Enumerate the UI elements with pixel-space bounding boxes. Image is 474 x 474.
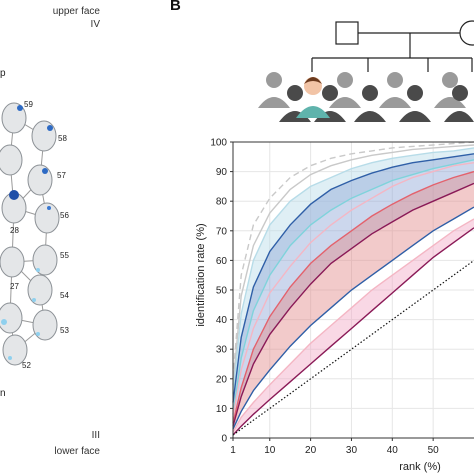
pedigree-mother-circle	[459, 20, 474, 46]
face-network-graph: 59 58 57 56 28 55 27 54 53 52	[0, 100, 69, 370]
pedigree-diagram	[311, 20, 474, 72]
face-node	[32, 244, 58, 276]
upper-face-label: upper face	[52, 6, 100, 17]
series-line	[232, 162, 474, 418]
series-line	[232, 147, 474, 394]
node-label: 58	[58, 134, 67, 143]
node-label: 52	[22, 361, 31, 370]
cut-label-bottom: n	[0, 388, 6, 399]
node-label: 55	[60, 251, 69, 260]
crowd-people	[258, 72, 474, 122]
x-tick-label: 10	[264, 445, 276, 456]
face-node	[0, 246, 25, 278]
pedigree-crowd-illustration	[258, 20, 474, 122]
panel-b-letter: B	[170, 0, 181, 14]
series-line	[232, 218, 474, 433]
x-tick-label: 40	[387, 445, 399, 456]
face-node	[0, 144, 23, 176]
series-line	[232, 259, 474, 436]
series-line	[232, 170, 474, 424]
node-label: 57	[57, 171, 66, 180]
upper-face-numeral: IV	[90, 19, 100, 30]
node-label: 59	[24, 100, 33, 109]
lower-face-label: lower face	[54, 446, 100, 457]
series-line	[232, 206, 474, 430]
highlighted-person	[296, 77, 330, 118]
y-tick-label: 50	[216, 286, 228, 297]
face-node	[0, 302, 23, 334]
node-labels: 59 58 57 56 28 55 27 54 53 52	[10, 100, 69, 370]
face-node	[34, 202, 60, 234]
face-node	[32, 309, 58, 341]
pedigree-father-square	[335, 21, 359, 45]
lower-face-numeral: III	[91, 430, 100, 441]
face-nodes	[0, 102, 60, 366]
y-tick-label: 30	[216, 345, 228, 356]
face-node	[1, 190, 27, 224]
cut-label-top: p	[0, 68, 6, 79]
y-tick-label: 70	[216, 226, 228, 237]
y-axis-label: identification rate (%)	[195, 223, 207, 326]
confidence-band	[233, 219, 474, 435]
node-label: 56	[60, 211, 69, 220]
series-line	[232, 153, 474, 403]
y-tick-label: 80	[216, 197, 228, 208]
x-tick-label: 1	[230, 445, 236, 456]
face-node	[31, 120, 57, 152]
confidence-band	[233, 147, 474, 415]
y-tick-label: 40	[216, 315, 228, 326]
node-label: 28	[10, 226, 19, 235]
y-tick-label: 10	[216, 404, 228, 415]
series-line	[232, 182, 474, 427]
node-label: 53	[60, 326, 69, 335]
y-tick-label: 90	[216, 167, 228, 178]
series-line	[232, 144, 474, 385]
confidence-band	[233, 171, 474, 430]
y-tick-label: 100	[210, 138, 227, 149]
series-line	[232, 159, 474, 415]
x-tick-label: 30	[346, 445, 358, 456]
face-node	[27, 274, 53, 306]
y-tick-label: 60	[216, 256, 228, 267]
node-label: 27	[10, 282, 19, 291]
face-node	[2, 334, 28, 366]
x-tick-label: 20	[305, 445, 317, 456]
y-tick-label: 0	[221, 434, 227, 445]
y-tick-label: 20	[216, 374, 228, 385]
face-node	[27, 164, 53, 196]
series-line	[232, 141, 474, 379]
x-tick-label: 50	[428, 445, 440, 456]
series-line	[232, 227, 474, 436]
x-axis-label: rank (%)	[399, 461, 441, 473]
node-label: 54	[60, 291, 69, 300]
face-node	[1, 102, 27, 134]
